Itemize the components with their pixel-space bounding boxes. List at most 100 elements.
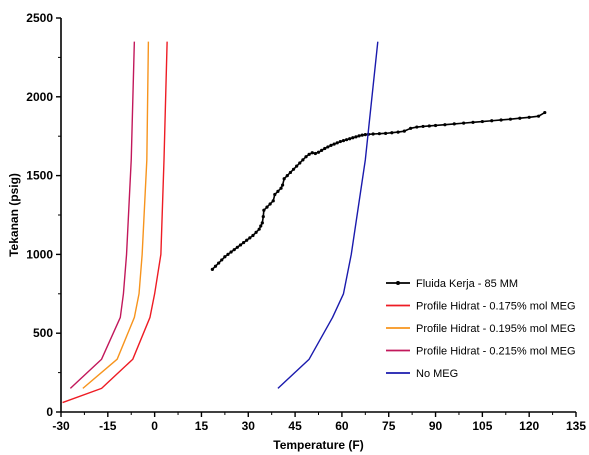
data-point <box>301 158 305 162</box>
data-point <box>313 151 317 156</box>
data-point <box>452 122 456 126</box>
data-point <box>363 133 367 137</box>
data-point <box>220 258 224 262</box>
data-point <box>402 129 406 133</box>
data-point <box>377 132 381 136</box>
data-point <box>344 138 349 142</box>
data-point <box>260 221 264 225</box>
data-point <box>254 230 258 234</box>
legend: Fluida Kerja - 85 MM Profile Hidrat - 0.1… <box>386 278 576 380</box>
y-tick-label: 1000 <box>26 247 53 261</box>
data-point <box>316 150 321 154</box>
series-4 <box>277 41 379 389</box>
data-point <box>326 145 330 149</box>
x-tick-label: 30 <box>242 419 256 433</box>
data-point <box>245 238 249 242</box>
data-point <box>279 186 283 190</box>
data-point <box>357 134 361 138</box>
data-point <box>261 214 265 219</box>
data-point <box>443 123 447 127</box>
data-point <box>310 151 314 155</box>
x-tick-label: 45 <box>288 419 302 433</box>
data-point <box>415 125 419 129</box>
y-tick-label: 1500 <box>26 169 53 183</box>
x-tick-label: 0 <box>151 419 158 433</box>
data-point <box>348 137 352 141</box>
y-tick-label: 2500 <box>26 11 53 25</box>
data-point <box>251 233 255 238</box>
series-line <box>277 41 379 389</box>
series-line <box>211 111 546 270</box>
data-point <box>329 143 333 147</box>
data-point <box>282 177 286 181</box>
series-1 <box>62 41 168 404</box>
data-point <box>323 146 327 151</box>
series-line <box>82 41 150 389</box>
data-point <box>217 261 221 265</box>
data-point <box>298 161 302 165</box>
series-3 <box>69 41 136 389</box>
data-point <box>210 267 214 271</box>
data-point <box>262 208 266 212</box>
legend-item: Profile Hidrat - 0.195% mol MEG <box>386 323 576 335</box>
data-point <box>480 119 484 124</box>
data-point <box>354 135 358 139</box>
legend-label: Fluida Kerja - 85 MM <box>416 278 518 290</box>
x-axis-title: Temperature (F) <box>273 438 363 452</box>
data-point <box>427 124 431 128</box>
series-2 <box>82 41 150 389</box>
x-tick-label: 60 <box>335 419 349 433</box>
y-tick-label: 500 <box>33 326 53 340</box>
data-point <box>232 248 236 252</box>
data-point <box>351 136 355 140</box>
data-point <box>288 170 293 175</box>
data-point <box>273 192 277 197</box>
x-tick-label: 105 <box>472 419 492 433</box>
data-point <box>271 199 275 203</box>
legend-item: No MEG <box>386 368 458 380</box>
data-point <box>281 183 285 187</box>
data-point <box>265 205 269 209</box>
data-point <box>341 139 346 143</box>
x-tick-label: 120 <box>519 419 539 433</box>
data-point <box>276 189 280 193</box>
data-point <box>285 174 289 178</box>
series-line <box>69 41 136 389</box>
data-point <box>536 114 541 118</box>
x-tick-label: 15 <box>195 419 209 433</box>
data-point <box>421 124 425 129</box>
data-point <box>371 132 375 136</box>
x-tick-label: 90 <box>429 419 443 433</box>
data-point <box>543 110 547 115</box>
series-line <box>62 41 168 404</box>
data-point <box>408 126 413 130</box>
data-point <box>213 264 218 268</box>
data-point <box>490 119 494 123</box>
data-point <box>268 202 272 206</box>
data-point <box>307 152 311 156</box>
legend-label: Profile Hidrat - 0.195% mol MEG <box>416 323 576 335</box>
data-point <box>508 117 513 121</box>
data-point <box>226 252 230 256</box>
data-point <box>390 131 394 135</box>
data-point <box>304 155 308 159</box>
data-point <box>332 142 336 146</box>
legend-label: Profile Hidrat - 0.175% mol MEG <box>416 301 576 313</box>
data-point <box>229 250 233 254</box>
data-point <box>295 164 299 168</box>
data-point <box>360 133 364 137</box>
legend-item: Fluida Kerja - 85 MM <box>386 278 518 290</box>
x-tick-label: 75 <box>382 419 396 433</box>
legend-item: Profile Hidrat - 0.175% mol MEG <box>386 301 576 313</box>
legend-label: Profile Hidrat - 0.215% mol MEG <box>416 346 576 358</box>
data-point <box>223 255 227 259</box>
data-point <box>291 167 296 171</box>
data-point <box>248 236 252 240</box>
data-point <box>257 227 261 231</box>
series-lines <box>62 41 547 404</box>
legend-item: Profile Hidrat - 0.215% mol MEG <box>386 346 576 358</box>
legend-label: No MEG <box>416 368 458 380</box>
data-point <box>518 116 522 120</box>
